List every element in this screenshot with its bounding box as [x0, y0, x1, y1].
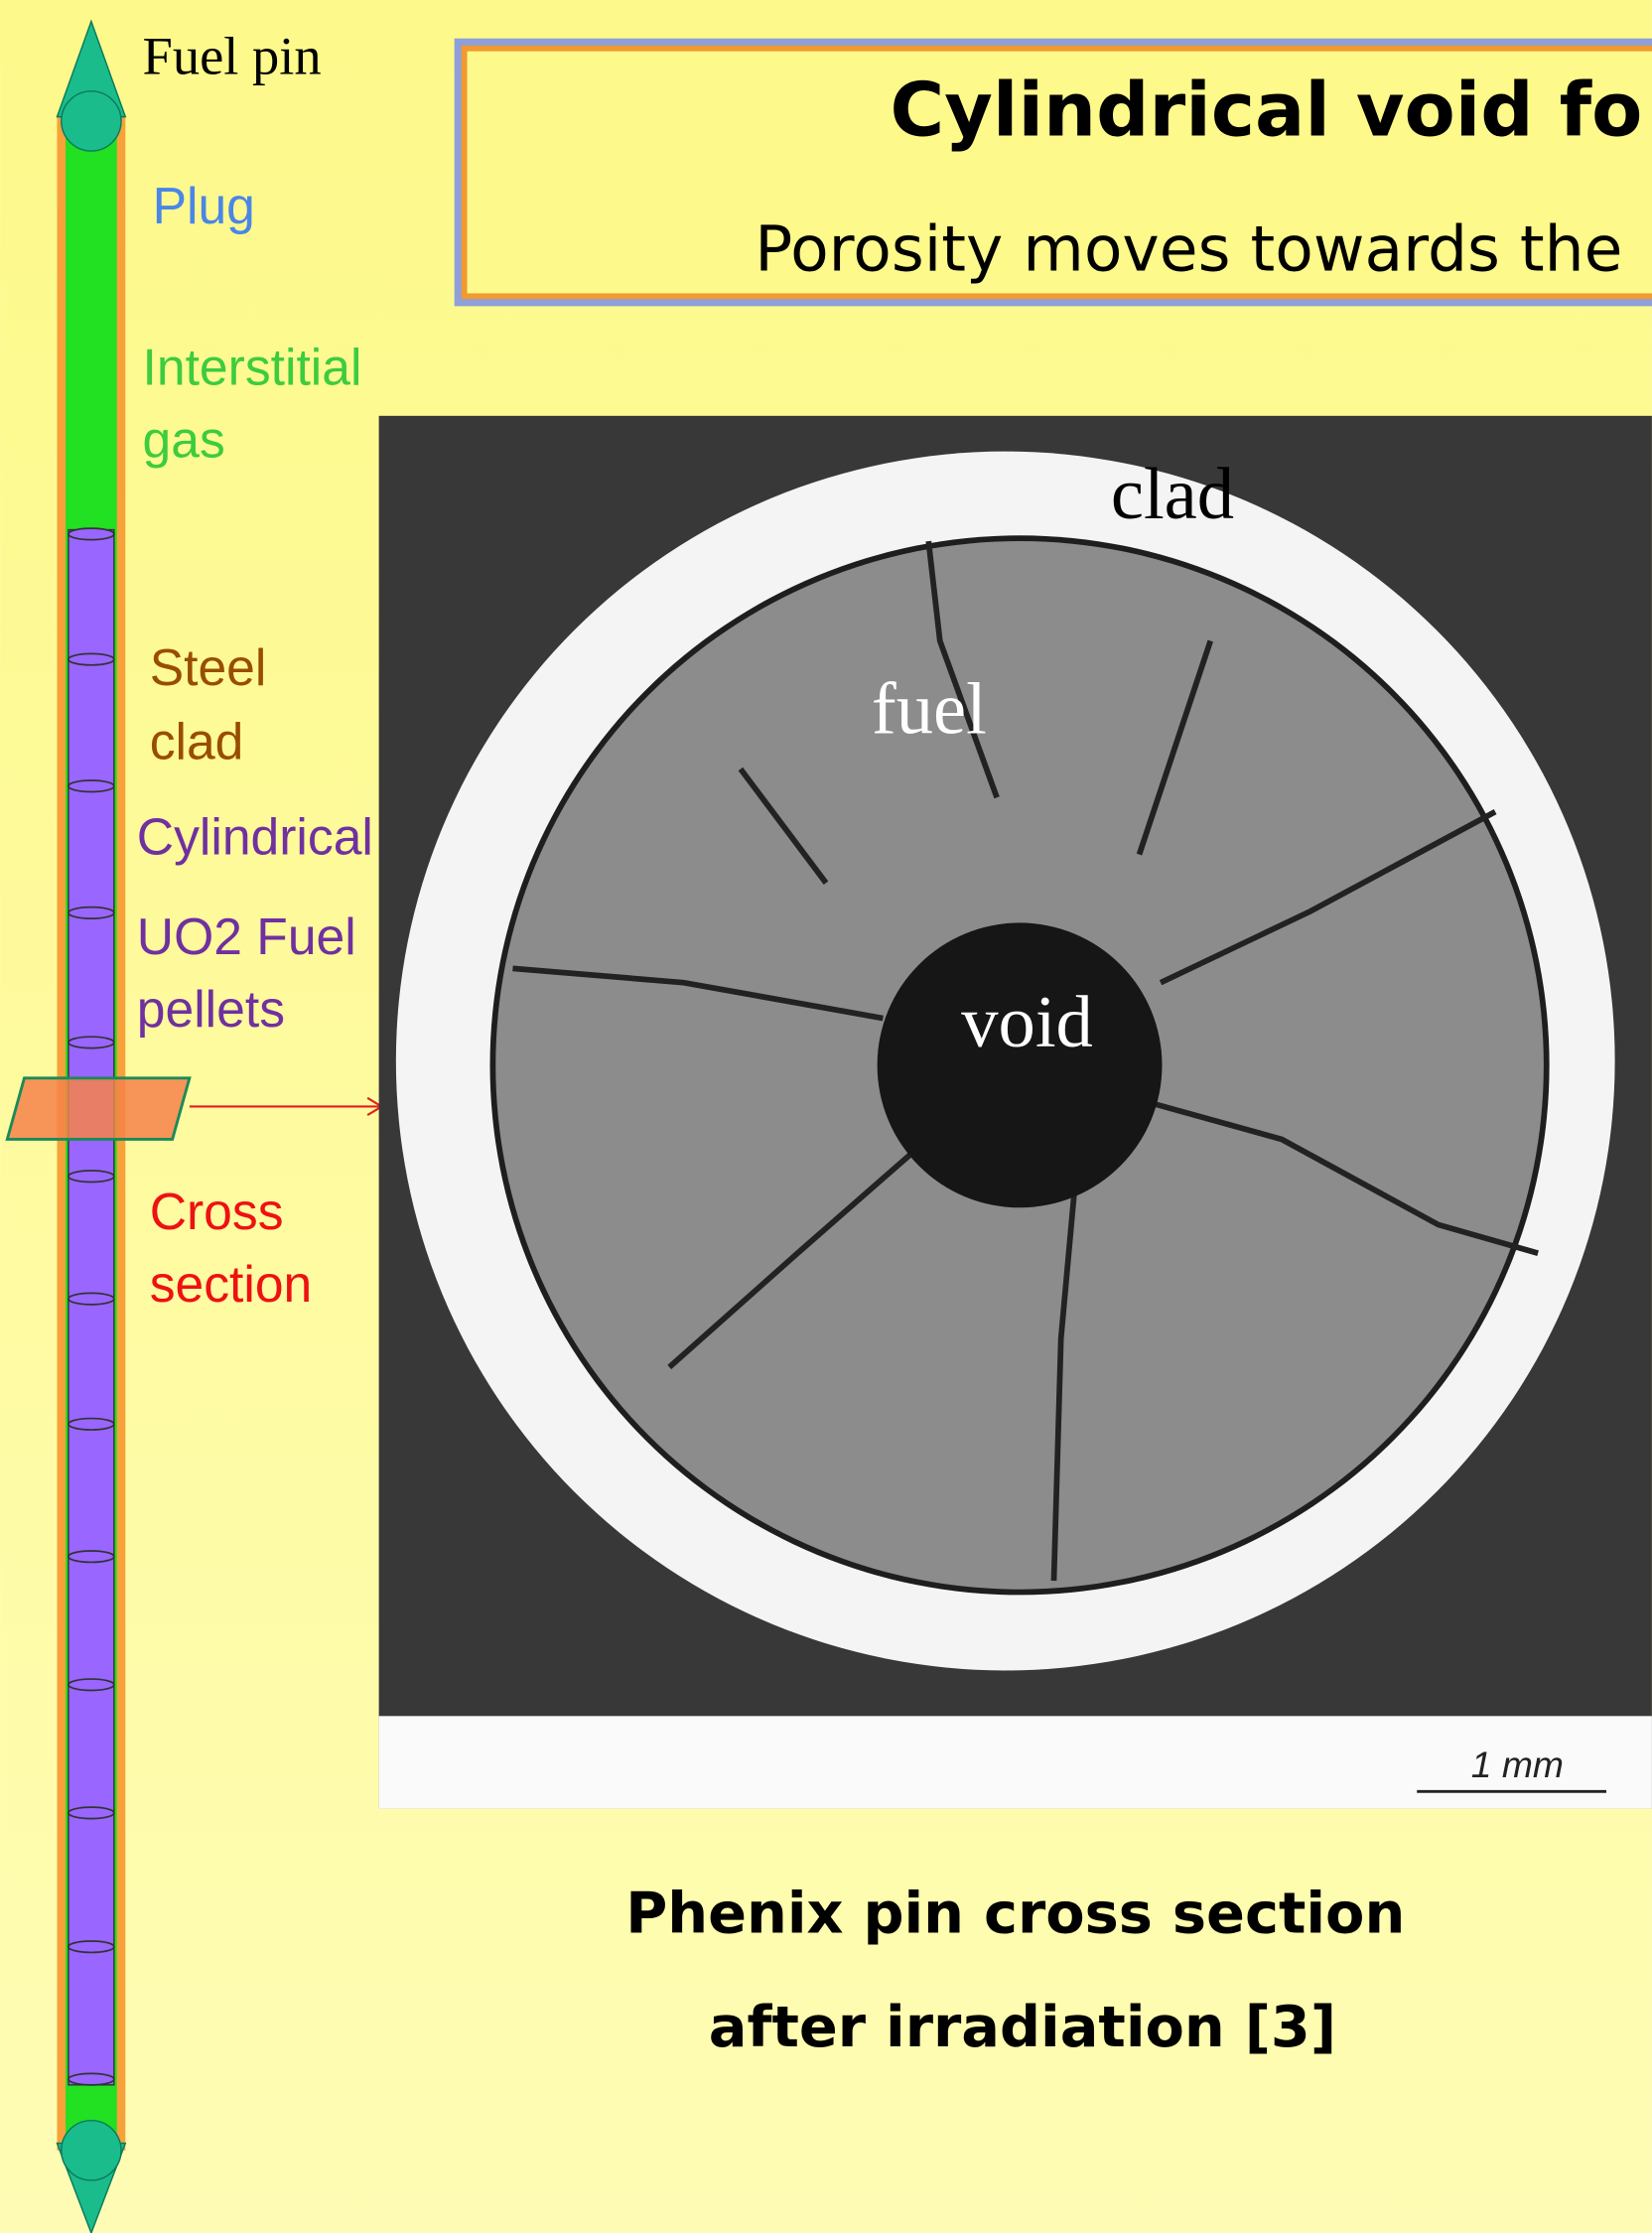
- end-cap-top: [61, 90, 122, 152]
- caption: after irradiation [3]: [709, 1994, 1336, 2060]
- label-pellets: UO2 Fuel: [137, 907, 356, 965]
- header-box: [461, 45, 1652, 300]
- scale-label: 1 mm: [1471, 1744, 1564, 1785]
- label-cross: Cross: [150, 1183, 284, 1240]
- label-plug: Plug: [153, 177, 255, 234]
- cracks: [512, 540, 1539, 1582]
- photo-label-clad: clad: [1111, 454, 1234, 535]
- caption: Phenix pin cross section: [625, 1880, 1405, 1946]
- photo-label-fuel: fuel: [872, 669, 987, 751]
- photo-label-void: void: [961, 982, 1093, 1063]
- header-shadow: [454, 38, 1652, 307]
- photo-margin: [378, 1716, 1652, 1809]
- header-subtitle: Porosity moves towards the: [755, 212, 1622, 286]
- pellet-dividers: [68, 527, 115, 2086]
- label-clad: Steel: [150, 638, 267, 696]
- label-cross: section: [150, 1255, 313, 1313]
- pellet-stack: [68, 528, 115, 2086]
- pin-title: Fuel pin: [143, 26, 322, 86]
- cross-section-plane: [5, 1076, 192, 1141]
- header-title: Cylindrical void fo: [891, 67, 1643, 153]
- label-gas: Interstitial: [143, 338, 362, 395]
- label-cylindrical: Cylindrical: [137, 808, 373, 866]
- label-pellets: pellets: [137, 980, 285, 1038]
- photo: [378, 415, 1652, 1809]
- label-clad: clad: [150, 712, 244, 769]
- central-void: [877, 922, 1163, 1208]
- fuel-pin: [5, 19, 384, 2233]
- end-cap-bottom: [61, 2119, 122, 2181]
- label-gas: gas: [143, 410, 225, 468]
